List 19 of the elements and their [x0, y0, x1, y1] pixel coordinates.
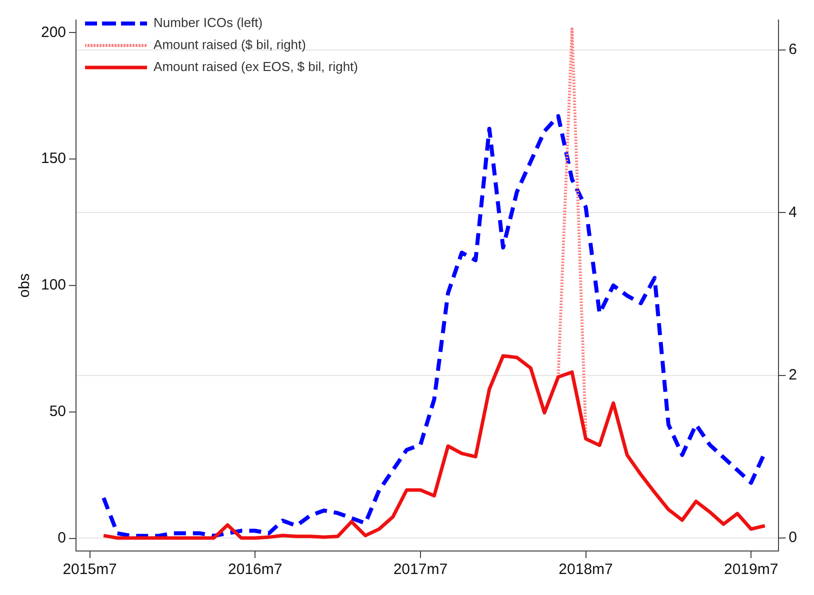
y-tick-label: 50 — [49, 403, 66, 420]
y2-tick-label: 2 — [788, 366, 797, 384]
y2-tick-label: 6 — [788, 41, 797, 58]
y2-tick-label: 4 — [788, 204, 797, 221]
x-tick-label: 2019m7 — [724, 561, 778, 578]
y2-tick-label: 0 — [788, 529, 797, 546]
x-tick-label: 2018m7 — [558, 561, 613, 578]
x-tick-label: 2016m7 — [228, 561, 282, 578]
legend-label: Number ICOs (left) — [154, 15, 263, 30]
legend-label: Amount raised (ex EOS, $ bil, right) — [154, 59, 358, 74]
x-tick-label: 2015m7 — [62, 561, 117, 578]
y-tick-label: 200 — [40, 24, 66, 41]
line-series — [102, 114, 767, 538]
y-tick-label: 100 — [40, 276, 66, 294]
x-tick-label: 2017m7 — [393, 561, 448, 578]
legend-label: Amount raised ($ bil, right) — [154, 37, 306, 52]
y-tick-label: 150 — [40, 150, 66, 168]
y-axis-title: obs — [16, 273, 34, 298]
y-tick-label: 0 — [58, 530, 66, 546]
